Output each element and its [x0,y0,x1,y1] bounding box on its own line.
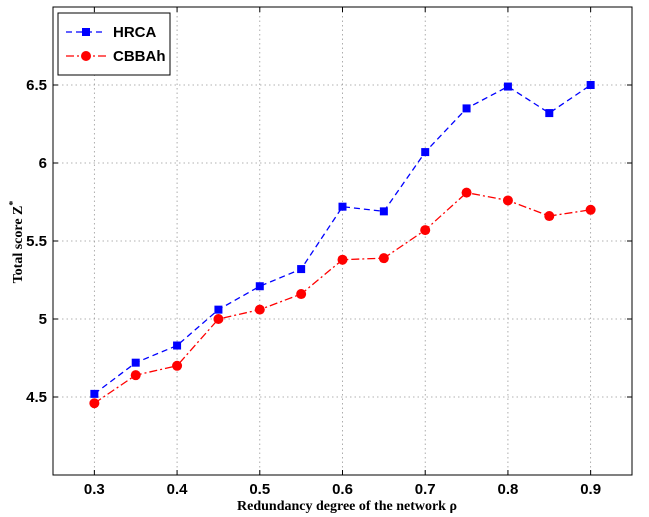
grid [53,7,632,475]
data-point-hrca [421,148,430,157]
data-point-cbbah [254,304,265,315]
x-tick-label: 0.3 [84,481,105,498]
x-axis-label: Redundancy degree of the network ρ [237,499,457,514]
y-tick-label: 5 [39,311,47,328]
y-axis-label-superscript: * [8,201,19,206]
data-point-cbbah [89,398,100,409]
x-tick-label: 0.4 [167,481,189,498]
data-point-cbbah [130,370,141,381]
y-axis-label: Total score Z* [8,201,26,284]
data-point-cbbah [213,314,224,324]
data-point-cbbah [461,187,472,198]
legend: HRCA CBBAh [57,12,171,76]
data-point-hrca [90,389,99,398]
legend-label-cbbah: CBBAh [113,48,166,65]
legend-marker-hrca [82,28,90,36]
y-tick-label: 5.5 [26,233,47,250]
data-point-hrca [173,341,182,350]
x-tick-label: 0.7 [415,481,436,498]
series-layer [89,81,596,409]
data-point-cbbah [378,253,389,264]
data-point-cbbah [544,211,555,222]
data-point-hrca [586,81,595,89]
data-point-hrca [379,207,388,216]
data-point-hrca [503,82,512,91]
data-point-hrca [338,202,347,211]
data-point-cbbah [502,195,513,206]
data-point-hrca [255,282,264,291]
x-tick-label: 0.9 [580,481,601,498]
data-point-cbbah [337,254,348,265]
data-point-hrca [131,358,140,367]
y-tick-label: 4.5 [26,389,47,406]
data-point-hrca [214,305,223,314]
x-tick-label: 0.6 [332,481,353,498]
data-point-hrca [462,104,471,113]
x-tick-label: 0.8 [497,481,518,498]
data-point-cbbah [172,360,183,371]
data-point-cbbah [420,225,431,236]
data-point-hrca [297,265,306,274]
data-point-cbbah [585,204,596,215]
series-line-hrca [93,84,592,395]
data-point-cbbah [296,289,307,300]
y-tick-label: 6 [39,155,47,172]
x-tick-label: 0.5 [249,481,270,498]
legend-box [57,12,171,76]
legend-marker-cbbah [81,51,91,61]
data-point-hrca [545,109,554,118]
ticks: 0.3 0.4 0.5 0.6 0.7 0.8 0.9 4.5 5 5.5 6 6.5 [26,7,632,498]
y-axis-label-text: Total score Z [11,206,26,284]
legend-label-hrca: HRCA [113,24,156,41]
y-tick-label: 6.5 [26,77,47,94]
